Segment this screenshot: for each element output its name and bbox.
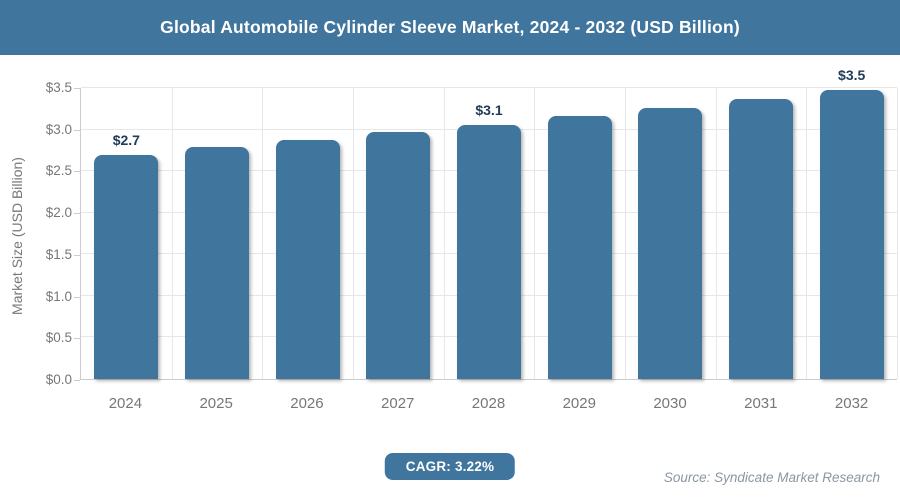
x-tick-label: 2028 [471,395,506,412]
x-tick-label: 2024 [108,395,143,412]
v-gridline [352,88,354,379]
y-tick-label: $0.5 [45,330,72,346]
cagr-badge: CAGR: 3.22% [384,453,516,480]
bar-cell [353,88,444,379]
x-tick-label: 2030 [653,395,687,412]
plot-area: $2.7 $3.1 $3.5 [80,67,898,380]
bar-value-label: $3.1 [475,101,503,118]
x-tick-label: 2031 [744,395,778,412]
v-gridline [806,88,808,379]
y-axis-title: Market Size (USD Billion) [9,157,25,315]
v-gridline [262,88,264,379]
v-gridline [171,88,173,379]
bar-cell [262,88,353,379]
bar-cell: $3.1 [444,88,535,379]
bar-cell: $3.5 [806,67,897,379]
y-axis-tick [74,338,80,340]
bar-value-label: $3.5 [838,66,866,83]
y-tick-label: $0.0 [45,372,72,387]
bar-cell [625,88,716,379]
bar [94,154,159,379]
bar [456,124,521,379]
v-gridline [443,88,445,379]
bar [184,147,249,379]
y-axis-tick [74,88,80,89]
cagr-label: CAGR: 3.22% [405,459,495,474]
v-gridline [715,88,717,379]
bar-cell [534,88,625,379]
bar-cell: $2.7 [81,88,172,379]
h-gridline [81,87,897,88]
y-tick-label: $3.5 [45,80,72,95]
bar [366,132,431,379]
x-tick-label: 2025 [199,395,233,412]
y-axis-tick [74,213,80,215]
x-tick-label: 2026 [290,395,324,412]
bar [547,116,612,379]
v-gridline [534,88,536,379]
chart-container: Market Size (USD Billion) $2.7 $3.1 $3.5 $… [0,55,900,445]
bar-cell [172,88,263,379]
bar-value-label: $2.7 [112,131,140,148]
y-axis-tick [74,296,80,298]
chart-title: Global Automobile Cylinder Sleeve Market… [160,17,740,37]
y-axis-tick [74,254,80,256]
bar [638,107,703,379]
y-tick-label: $2.0 [45,205,72,221]
bar [819,89,884,379]
y-tick-label: $1.5 [45,246,72,262]
x-tick-label: 2032 [834,395,869,412]
v-gridline [897,88,898,379]
y-axis-tick [74,129,80,131]
x-tick-label: 2029 [562,395,596,412]
v-gridline [624,88,626,379]
y-tick-label: $1.0 [45,288,72,304]
chart-title-bar: Global Automobile Cylinder Sleeve Market… [0,0,900,55]
x-tick-label: 2027 [381,395,415,412]
bar-cell [716,88,807,379]
bar [275,139,340,379]
y-tick-label: $3.0 [45,121,72,137]
bar [728,98,793,379]
y-axis-tick [74,380,80,381]
y-tick-label: $2.5 [45,163,72,179]
y-axis-tick [74,171,80,173]
source-attribution: Source: Syndicate Market Research [663,470,880,485]
